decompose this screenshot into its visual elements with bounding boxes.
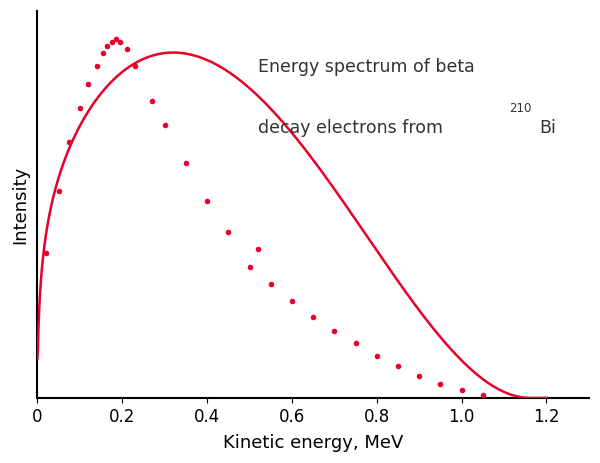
Point <box>245 263 254 270</box>
Text: decay electrons from: decay electrons from <box>258 119 449 138</box>
Point <box>41 249 51 257</box>
Point <box>372 352 382 359</box>
Text: Energy spectrum of beta: Energy spectrum of beta <box>258 57 475 75</box>
Text: 210: 210 <box>509 102 532 115</box>
Point <box>54 187 64 194</box>
Point <box>107 38 116 46</box>
Y-axis label: Intensity: Intensity <box>11 165 29 244</box>
Point <box>393 363 403 370</box>
Point <box>287 297 297 305</box>
Point <box>266 280 275 288</box>
Point <box>308 313 318 320</box>
Point <box>224 228 233 236</box>
Point <box>415 373 424 380</box>
Point <box>83 80 93 88</box>
Point <box>92 63 101 70</box>
Point <box>181 159 191 167</box>
Point <box>130 63 140 70</box>
Point <box>329 327 339 334</box>
Point <box>478 391 488 399</box>
X-axis label: Kinetic energy, MeV: Kinetic energy, MeV <box>223 434 403 452</box>
Text: Bi: Bi <box>539 119 556 138</box>
Point <box>103 42 112 50</box>
Point <box>98 49 108 56</box>
Point <box>115 38 125 46</box>
Point <box>351 339 361 347</box>
Point <box>64 138 74 146</box>
Point <box>147 97 157 105</box>
Point <box>457 387 466 394</box>
Point <box>111 35 121 43</box>
Point <box>122 45 131 53</box>
Point <box>253 246 263 253</box>
Point <box>160 121 170 129</box>
Point <box>436 380 445 388</box>
Point <box>202 197 212 205</box>
Point <box>75 104 85 112</box>
